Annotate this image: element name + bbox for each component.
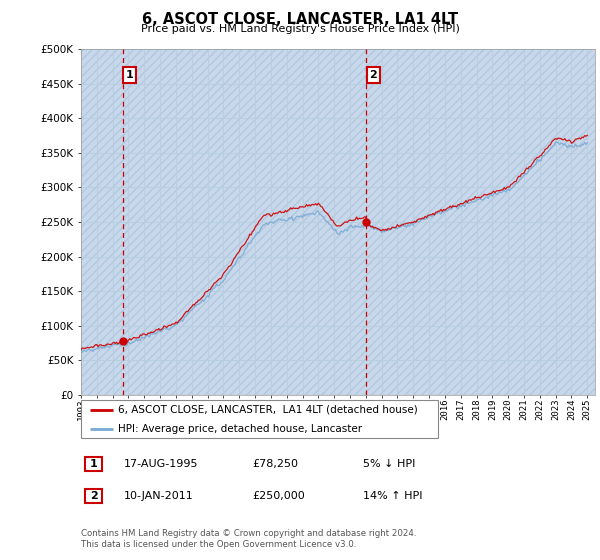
Text: 5% ↓ HPI: 5% ↓ HPI [363, 459, 415, 469]
FancyBboxPatch shape [85, 488, 102, 503]
Text: 6, ASCOT CLOSE, LANCASTER, LA1 4LT: 6, ASCOT CLOSE, LANCASTER, LA1 4LT [142, 12, 458, 27]
Text: 14% ↑ HPI: 14% ↑ HPI [363, 491, 422, 501]
Text: 1: 1 [90, 459, 97, 469]
Text: 2: 2 [90, 491, 97, 501]
FancyBboxPatch shape [85, 456, 102, 471]
Text: £250,000: £250,000 [252, 491, 305, 501]
Text: Price paid vs. HM Land Registry's House Price Index (HPI): Price paid vs. HM Land Registry's House … [140, 24, 460, 34]
Text: 6, ASCOT CLOSE, LANCASTER,  LA1 4LT (detached house): 6, ASCOT CLOSE, LANCASTER, LA1 4LT (deta… [118, 405, 418, 415]
Text: 2: 2 [370, 70, 377, 80]
Text: 10-JAN-2011: 10-JAN-2011 [124, 491, 194, 501]
Text: £78,250: £78,250 [252, 459, 298, 469]
Text: 1: 1 [125, 70, 133, 80]
Text: HPI: Average price, detached house, Lancaster: HPI: Average price, detached house, Lanc… [118, 424, 362, 434]
Text: Contains HM Land Registry data © Crown copyright and database right 2024.
This d: Contains HM Land Registry data © Crown c… [81, 529, 416, 549]
Text: 17-AUG-1995: 17-AUG-1995 [124, 459, 199, 469]
FancyBboxPatch shape [81, 400, 438, 438]
